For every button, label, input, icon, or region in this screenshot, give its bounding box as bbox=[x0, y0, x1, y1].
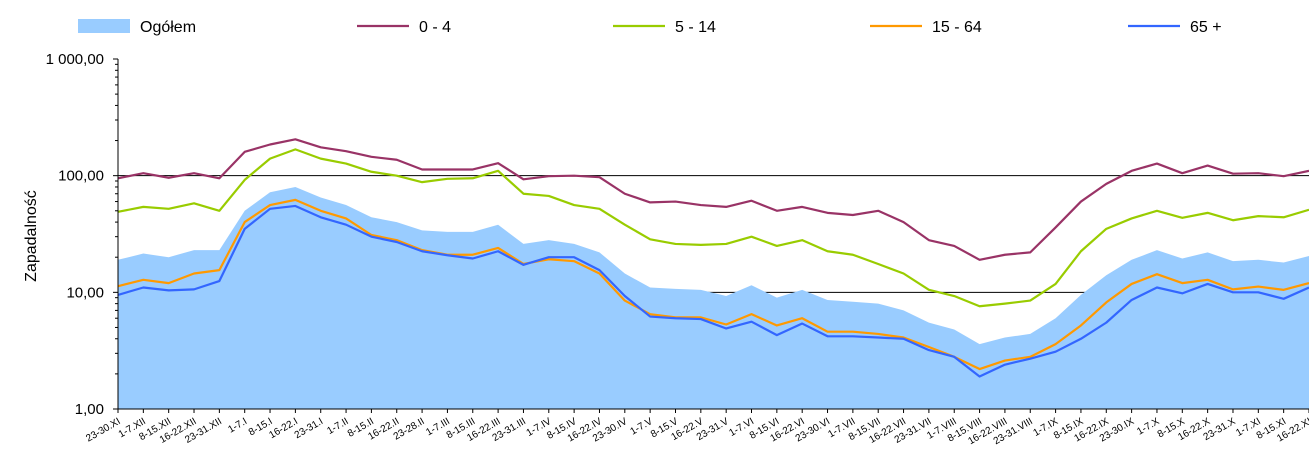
x-axis: 23-30.XI1-7.XII8-15.XII16-22.XII23-31.XI… bbox=[84, 408, 1309, 447]
legend-item: Ogółem bbox=[78, 19, 196, 36]
x-tick-label: 23-31.I bbox=[293, 416, 325, 441]
y-axis-title: Zapadalność bbox=[23, 190, 40, 282]
legend-label: 5 - 14 bbox=[675, 19, 716, 36]
legend-item: 5 - 14 bbox=[613, 19, 716, 36]
x-tick-label: 1-7.I bbox=[226, 416, 249, 436]
series-line-1 bbox=[117, 138, 1309, 261]
legend-item: 0 - 4 bbox=[357, 19, 451, 36]
legend-label: 0 - 4 bbox=[419, 19, 451, 36]
y-axis: 1,00 10,00 100,00 1 000,00 bbox=[46, 51, 119, 418]
y-tick-label: 10,00 bbox=[66, 284, 104, 301]
series-area-ogolem bbox=[118, 186, 1309, 409]
y-tick-label: 1,00 bbox=[75, 401, 104, 418]
legend-label: 15 - 64 bbox=[932, 19, 982, 36]
series-line-4 bbox=[117, 204, 1309, 378]
y-tick-label: 1 000,00 bbox=[46, 51, 104, 68]
series-line-3 bbox=[117, 198, 1309, 371]
legend-item: 65 + bbox=[1128, 19, 1222, 36]
legend-swatch bbox=[78, 19, 130, 33]
area-layer bbox=[118, 186, 1309, 409]
lines-layer bbox=[117, 138, 1309, 378]
legend: Ogółem 0 - 4 5 - 14 15 - 64 65 + bbox=[78, 19, 1222, 36]
series-line-2 bbox=[117, 148, 1309, 308]
y-tick-label: 100,00 bbox=[58, 168, 104, 185]
legend-label: 65 + bbox=[1190, 19, 1222, 36]
legend-label: Ogółem bbox=[140, 19, 196, 36]
legend-item: 15 - 64 bbox=[870, 19, 982, 36]
